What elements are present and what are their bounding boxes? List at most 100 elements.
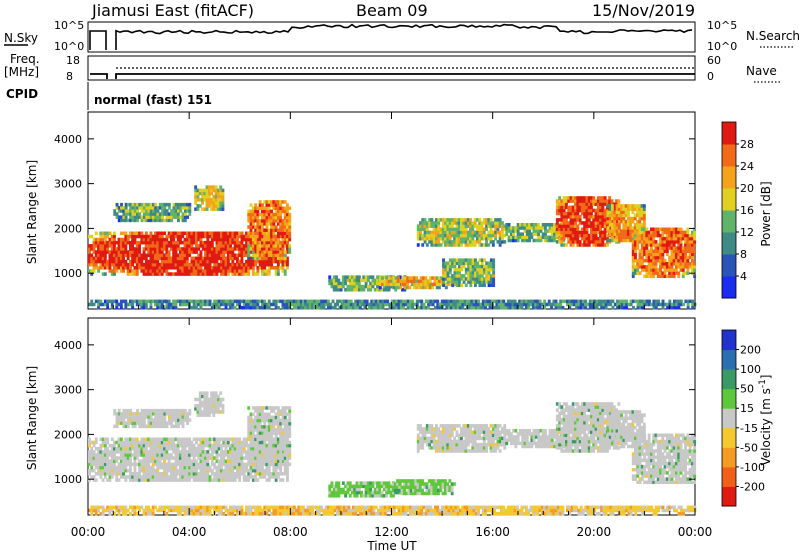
- heatmap-cell: [446, 274, 450, 278]
- heatmap-cell: [188, 453, 192, 457]
- heatmap-cell: [115, 253, 119, 258]
- heatmap-cell: [208, 272, 212, 276]
- heatmap-cell: [656, 230, 660, 235]
- heatmap-cell: [634, 268, 637, 272]
- heatmap-cell: [210, 231, 214, 236]
- heatmap-cell: [283, 200, 287, 204]
- heatmap-cell: [185, 237, 189, 242]
- heatmap-cell: [424, 299, 428, 304]
- heatmap-cell: [154, 206, 158, 210]
- heatmap-cell: [92, 475, 96, 479]
- heatmap-cell: [525, 232, 529, 236]
- heatmap-cell: [229, 456, 232, 460]
- heatmap-cell: [156, 468, 160, 473]
- heatmap-cell: [555, 227, 559, 232]
- heatmap-cell: [585, 224, 589, 228]
- heatmap-cell: [217, 237, 221, 242]
- heatmap-cell: [599, 236, 602, 241]
- heatmap-cell: [691, 265, 694, 269]
- heatmap-cell: [147, 215, 151, 219]
- heatmap-cell: [279, 200, 283, 204]
- heatmap-cell: [199, 443, 203, 448]
- heatmap-cell: [124, 247, 128, 251]
- heatmap-cell: [119, 259, 123, 264]
- heatmap-cell: [222, 231, 226, 236]
- heatmap-cell: [576, 196, 580, 200]
- heatmap-cell: [129, 443, 132, 448]
- heatmap-cell: [205, 191, 209, 196]
- heatmap-cell: [251, 253, 255, 258]
- heatmap-cell: [272, 222, 276, 226]
- heatmap-cell: [144, 302, 148, 307]
- heatmap-cell: [256, 244, 260, 248]
- heatmap-cell: [242, 299, 246, 304]
- heatmap-cell: [103, 443, 107, 448]
- heatmap-cell: [190, 472, 194, 476]
- heatmap-cell: [208, 269, 212, 273]
- heatmap-cell: [480, 230, 484, 235]
- heatmap-cell: [272, 247, 276, 251]
- heatmap-cell: [133, 237, 137, 242]
- heatmap-cell: [106, 478, 110, 482]
- heatmap-cell: [160, 450, 164, 454]
- heatmap-cell: [578, 208, 582, 213]
- heatmap-cell: [672, 271, 676, 275]
- heatmap-cell: [97, 244, 100, 248]
- heatmap-cell: [668, 274, 672, 279]
- heatmap-cell: [119, 437, 123, 442]
- heatmap-cell: [502, 302, 506, 307]
- heatmap-cell: [399, 279, 403, 283]
- heatmap-cell: [249, 222, 253, 226]
- heatmap-cell: [117, 465, 121, 470]
- heatmap-cell: [650, 233, 653, 238]
- heatmap-cell: [489, 233, 493, 238]
- heatmap-cell: [377, 305, 380, 310]
- heatmap-cell: [401, 279, 405, 283]
- heatmap-cell: [659, 246, 662, 250]
- heatmap-cell: [365, 302, 369, 307]
- heatmap-cell: [583, 236, 587, 241]
- heatmap-cell: [345, 302, 349, 307]
- heatmap-cell: [160, 472, 164, 476]
- heatmap-cell: [222, 240, 226, 245]
- heatmap-cell: [129, 453, 132, 457]
- heatmap-cell: [478, 240, 482, 244]
- heatmap-cell: [213, 266, 217, 270]
- heatmap-cell: [113, 269, 116, 273]
- colorbar-swatch: [722, 122, 736, 145]
- heatmap-cell: [661, 252, 665, 257]
- heatmap-cell: [610, 221, 614, 225]
- heatmap-cell: [204, 266, 207, 270]
- heatmap-cell: [603, 230, 607, 235]
- heatmap-cell: [224, 443, 228, 448]
- heatmap-cell: [330, 281, 334, 286]
- heatmap-cell: [441, 230, 445, 235]
- heatmap-cell: [576, 208, 580, 213]
- heatmap-cell: [448, 230, 452, 235]
- heatmap-cell: [583, 211, 587, 216]
- heatmap-cell: [457, 227, 461, 232]
- heatmap-cell: [217, 198, 220, 202]
- heatmap-cell: [594, 202, 598, 206]
- heatmap-cell: [195, 237, 198, 242]
- heatmap-cell: [601, 211, 605, 216]
- heatmap-cell: [176, 437, 180, 442]
- heatmap-cell: [183, 472, 187, 476]
- heatmap-cell: [681, 265, 685, 269]
- heatmap-cell: [122, 266, 125, 270]
- heatmap-cell: [110, 443, 114, 448]
- heatmap-cell: [215, 234, 219, 239]
- heatmap-cell: [97, 266, 100, 270]
- heatmap-cell: [190, 462, 194, 467]
- heatmap-cell: [176, 240, 180, 245]
- heatmap-cell: [489, 274, 493, 278]
- heatmap-cell: [596, 199, 600, 203]
- heatmap-cell: [204, 440, 207, 445]
- heatmap-cell: [453, 274, 457, 278]
- heatmap-cell: [567, 236, 571, 241]
- heatmap-cell: [142, 212, 146, 216]
- heatmap-cell: [183, 250, 187, 254]
- heatmap-cell: [451, 264, 455, 269]
- heatmap-cell: [281, 262, 285, 267]
- heatmap-cell: [622, 213, 626, 218]
